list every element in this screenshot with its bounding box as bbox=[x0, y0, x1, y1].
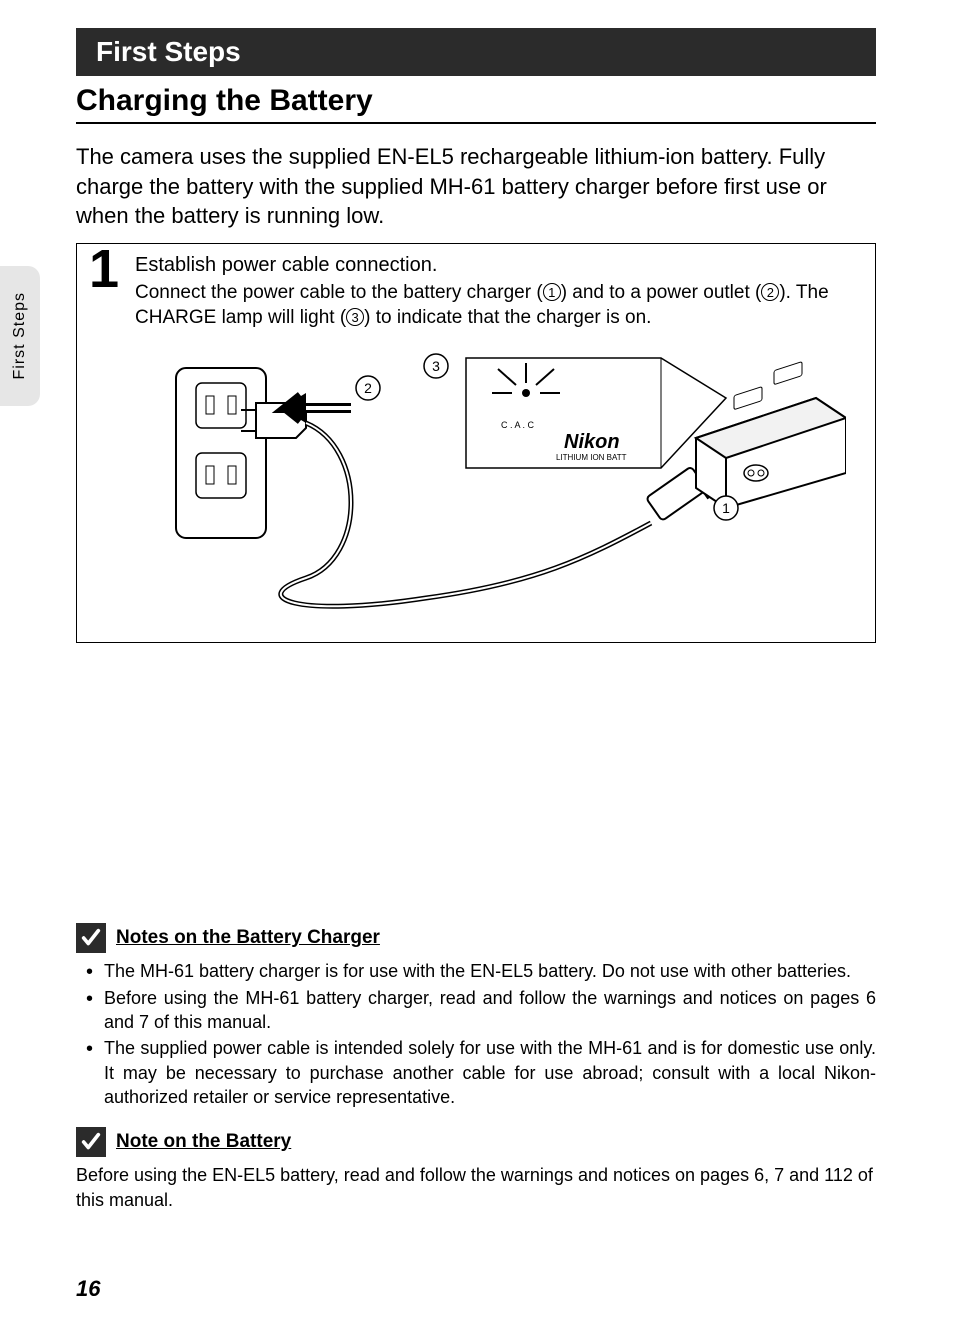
circled-ref-1: 1 bbox=[543, 283, 561, 301]
circled-ref-3: 3 bbox=[346, 308, 364, 326]
notes-section-charger: Notes on the Battery Charger The MH-61 b… bbox=[76, 923, 876, 1211]
section-title: Charging the Battery bbox=[76, 84, 876, 124]
list-item: The MH-61 battery charger is for use wit… bbox=[76, 959, 876, 983]
page-number: 16 bbox=[76, 1276, 100, 1302]
chapter-bar: First Steps bbox=[76, 28, 876, 76]
step-number: 1 bbox=[89, 242, 119, 296]
side-tab: First Steps bbox=[0, 266, 40, 406]
svg-text:3: 3 bbox=[432, 358, 440, 374]
step-text: Connect the power cable to the battery c… bbox=[135, 282, 543, 303]
list-item: Before using the MH-61 battery charger, … bbox=[76, 986, 876, 1035]
notes-title-battery: Note on the Battery bbox=[116, 1131, 291, 1153]
svg-text:C . A . C: C . A . C bbox=[501, 420, 535, 430]
list-item: The supplied power cable is intended sol… bbox=[76, 1036, 876, 1109]
connection-diagram: C . A . C Nikon LITHIUM ION BATT 3 2 1 bbox=[106, 348, 846, 628]
step-box: 1 Establish power cable connection. Conn… bbox=[76, 243, 876, 643]
circled-ref-2: 2 bbox=[761, 283, 779, 301]
step-text: ) and to a power outlet ( bbox=[561, 282, 762, 303]
check-icon bbox=[76, 1127, 106, 1157]
step-text: ) to indicate that the charger is on. bbox=[364, 307, 651, 328]
note-battery-body: Before using the EN-EL5 battery, read an… bbox=[76, 1163, 876, 1212]
step-body: Connect the power cable to the battery c… bbox=[135, 281, 861, 330]
svg-text:LITHIUM ION BATT: LITHIUM ION BATT bbox=[556, 453, 627, 462]
side-tab-label: First Steps bbox=[11, 292, 29, 379]
notes-list-charger: The MH-61 battery charger is for use wit… bbox=[76, 959, 876, 1109]
step-title: Establish power cable connection. bbox=[135, 254, 861, 277]
notes-title-charger: Notes on the Battery Charger bbox=[116, 927, 380, 949]
svg-text:2: 2 bbox=[364, 380, 372, 396]
intro-paragraph: The camera uses the supplied EN-EL5 rech… bbox=[76, 142, 876, 231]
svg-text:1: 1 bbox=[722, 500, 730, 516]
brand-label: Nikon bbox=[564, 431, 620, 453]
check-icon bbox=[76, 923, 106, 953]
